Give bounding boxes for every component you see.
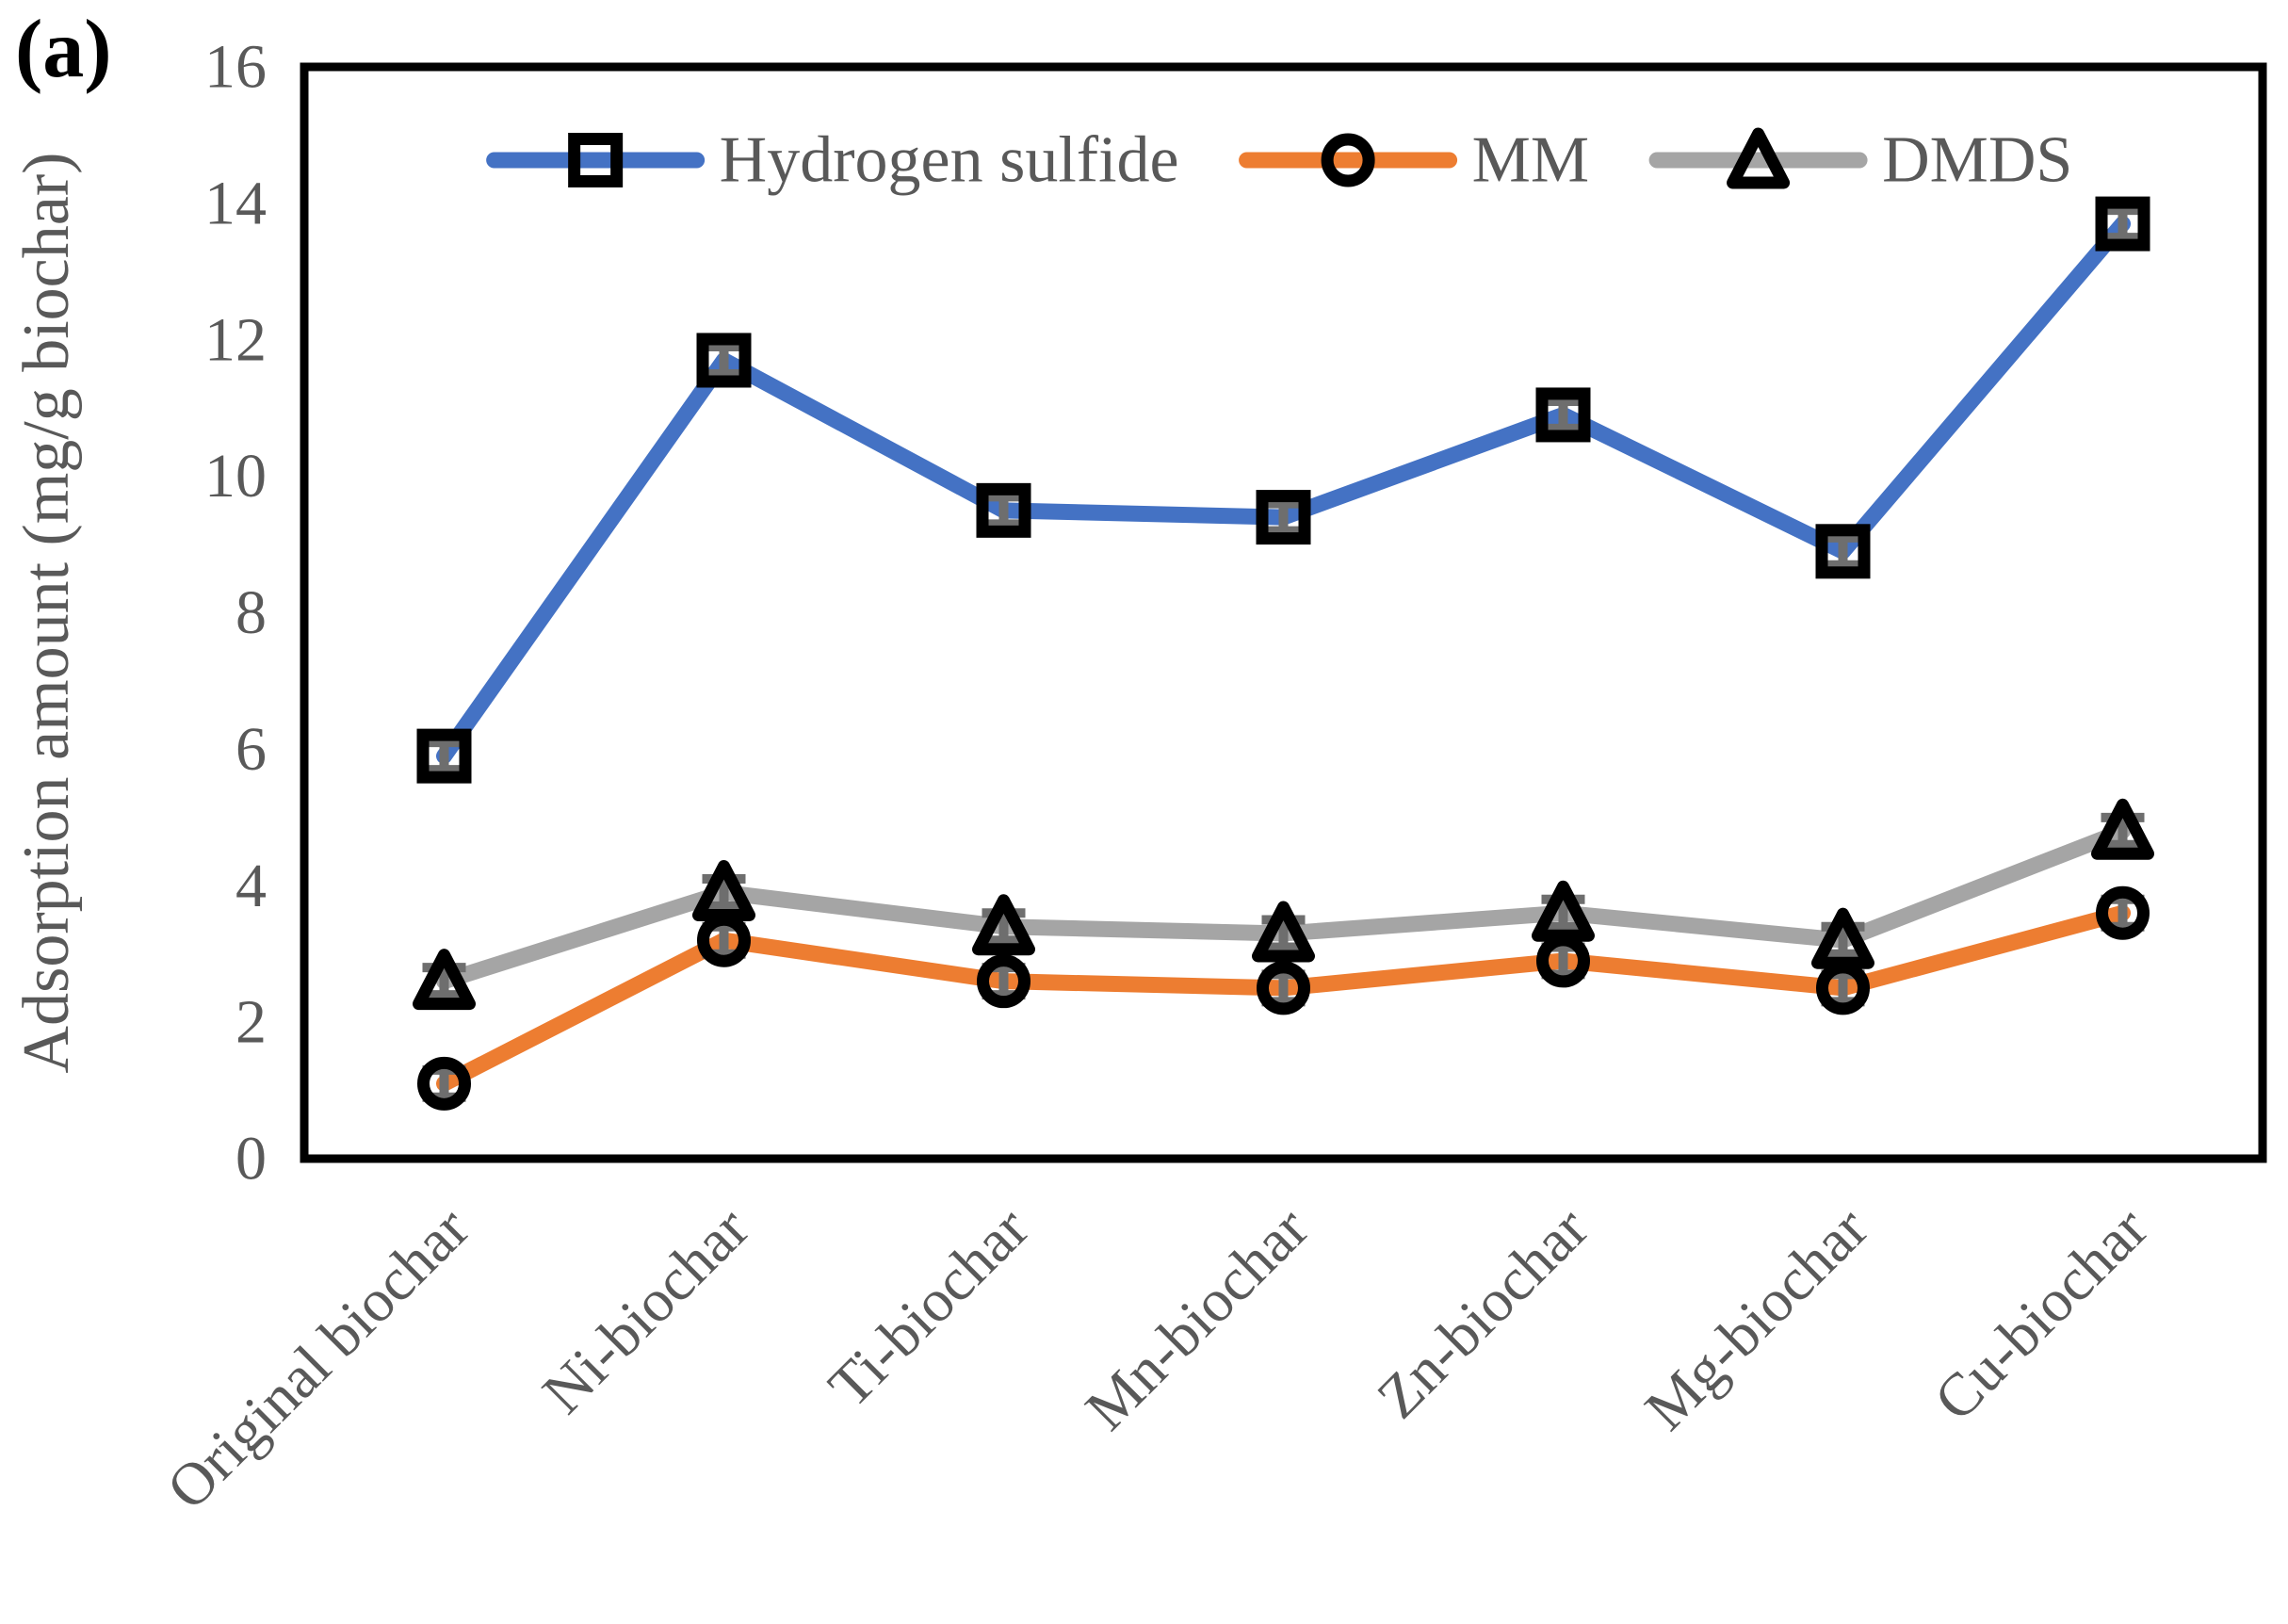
- square-marker-icon: [696, 333, 752, 388]
- square-marker-icon: [416, 728, 472, 784]
- triangle-marker-icon: [692, 859, 755, 921]
- y-tick-label: 10: [204, 442, 267, 511]
- triangle-marker-icon: [1811, 907, 1874, 969]
- triangle-marker-icon: [972, 894, 1035, 956]
- x-tick-label: Cu-biochar: [1922, 1194, 2161, 1434]
- square-marker-icon: [976, 482, 1031, 538]
- x-tick-label: Original biochar: [154, 1194, 481, 1522]
- circle-marker-icon: [2096, 885, 2150, 940]
- x-tick-label: Mn-biochar: [1073, 1194, 1322, 1443]
- legend: Hydrogen sulfide MM DMDS: [486, 124, 2072, 197]
- y-tick-label: 6: [235, 715, 267, 784]
- triangle-marker-icon: [2091, 798, 2154, 860]
- panel-label: (a): [15, 4, 112, 95]
- error-bar: [982, 492, 1026, 529]
- legend-label: DMDS: [1882, 124, 2072, 197]
- circle-marker-icon: [417, 1056, 471, 1111]
- legend-square-marker-icon: [568, 133, 624, 187]
- triangle-marker-icon: [1532, 880, 1595, 942]
- y-tick-label: 14: [204, 169, 267, 237]
- y-tick-label: 2: [235, 988, 267, 1057]
- error-bar: [1261, 498, 1306, 536]
- y-axis-title: Adsorption amount (mg/g biochar): [10, 153, 83, 1074]
- circle-marker-icon: [977, 954, 1030, 1009]
- y-tick-label: 16: [204, 33, 267, 102]
- legend-triangle-marker-icon: [1727, 127, 1791, 189]
- series-dmds: [413, 798, 2154, 1011]
- square-marker-icon: [1256, 490, 1311, 545]
- triangle-marker-icon: [413, 949, 476, 1011]
- error-bar: [1821, 532, 1865, 570]
- series-mm: [417, 885, 2150, 1111]
- error-bar: [1541, 396, 1585, 433]
- error-bar: [2101, 205, 2145, 243]
- square-marker-icon: [1535, 387, 1591, 443]
- legend-item-dmds: DMDS: [1648, 124, 2072, 197]
- y-tick-label: 4: [235, 852, 267, 920]
- circle-marker-icon: [1257, 961, 1310, 1015]
- legend-label: MM: [1472, 124, 1589, 197]
- legend-label: Hydrogen sulfide: [720, 124, 1179, 197]
- legend-circle-marker-icon: [1321, 133, 1375, 187]
- y-tick-label: 0: [235, 1125, 267, 1194]
- legend-item-mm: MM: [1239, 124, 1589, 197]
- x-tick-label: Ni-biochar: [529, 1194, 761, 1426]
- plot-border: [300, 62, 2267, 1163]
- error-bar: [702, 341, 746, 379]
- square-marker-icon: [1815, 524, 1871, 579]
- square-marker-icon: [2095, 196, 2150, 252]
- series-hydrogen-sulfide: [416, 196, 2150, 784]
- legend-item-hydrogen-sulfide: Hydrogen sulfide: [486, 124, 1179, 197]
- x-tick-label: Mg-biochar: [1632, 1194, 1881, 1443]
- error-bar: [422, 738, 466, 775]
- x-tick-label: Ti-biochar: [816, 1194, 1042, 1421]
- triangle-marker-icon: [1252, 901, 1315, 963]
- y-tick-label: 12: [204, 305, 267, 374]
- y-tick-label: 8: [235, 578, 267, 647]
- x-tick-label: Zn-biochar: [1364, 1194, 1600, 1431]
